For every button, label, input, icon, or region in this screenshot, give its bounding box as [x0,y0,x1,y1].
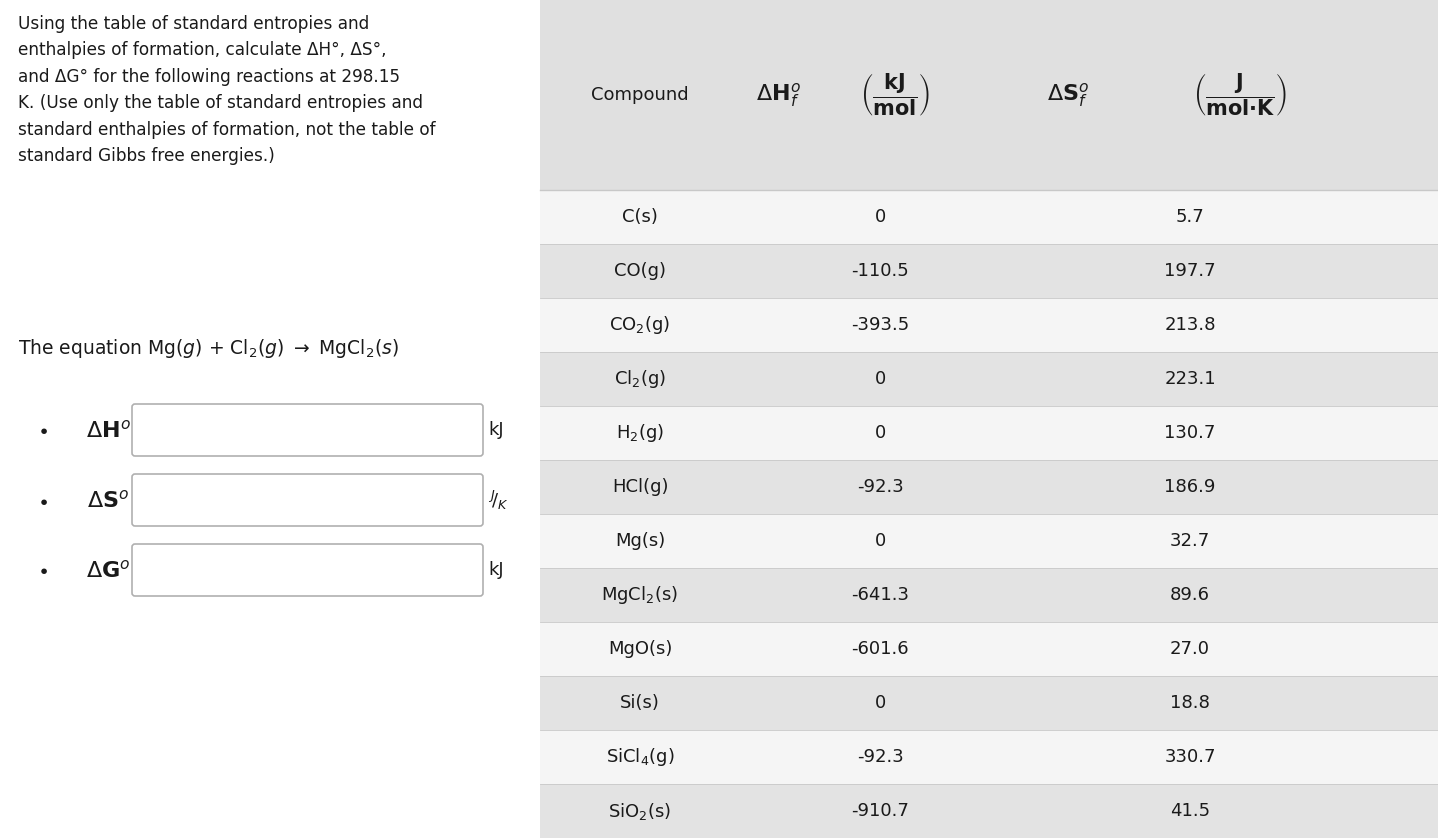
Text: $\bullet$: $\bullet$ [36,561,47,580]
Text: 330.7: 330.7 [1165,748,1215,766]
Bar [541,622,1438,676]
Bar [541,0,1438,190]
Text: 32.7: 32.7 [1171,532,1211,550]
Text: MgCl$_2$(s): MgCl$_2$(s) [601,584,679,606]
Text: 130.7: 130.7 [1165,424,1215,442]
Text: -641.3: -641.3 [851,586,909,604]
Text: $\Delta\mathbf{S}^o_f$: $\Delta\mathbf{S}^o_f$ [1047,81,1089,109]
FancyBboxPatch shape [132,544,483,596]
Text: 186.9: 186.9 [1165,478,1215,496]
Text: 0: 0 [874,694,886,712]
Text: $\bullet$: $\bullet$ [36,421,47,439]
Text: Mg(s): Mg(s) [615,532,666,550]
Text: 41.5: 41.5 [1171,802,1209,820]
Text: 0: 0 [874,532,886,550]
Text: $\left(\dfrac{\mathbf{J}}{\mathbf{mol{\cdot}K}}\right)$: $\left(\dfrac{\mathbf{J}}{\mathbf{mol{\c… [1194,71,1287,118]
Text: 213.8: 213.8 [1165,316,1215,334]
Text: 5.7: 5.7 [1176,208,1205,226]
Text: SiO$_2$(s): SiO$_2$(s) [608,800,672,821]
Text: $\Delta$S$^o$: $\Delta$S$^o$ [86,489,129,511]
Text: HCl(g): HCl(g) [611,478,669,496]
Text: -110.5: -110.5 [851,262,909,280]
Text: 0: 0 [874,208,886,226]
Text: -393.5: -393.5 [851,316,909,334]
Text: -910.7: -910.7 [851,802,909,820]
Bar [541,190,1438,244]
Text: 0: 0 [874,424,886,442]
Text: CO(g): CO(g) [614,262,666,280]
Bar [541,784,1438,838]
Text: kJ: kJ [487,421,503,439]
Text: Compound: Compound [591,86,689,104]
Text: C(s): C(s) [623,208,659,226]
Text: H$_2$(g): H$_2$(g) [615,422,664,444]
Text: -92.3: -92.3 [857,748,903,766]
Bar [541,298,1438,352]
Bar [541,460,1438,514]
Text: CO$_2$(g): CO$_2$(g) [610,314,670,336]
Text: kJ: kJ [487,561,503,579]
Text: -601.6: -601.6 [851,640,909,658]
Text: $\Delta$G$^o$: $\Delta$G$^o$ [86,559,131,581]
Text: Using the table of standard entropies and
enthalpies of formation, calculate ΔH°: Using the table of standard entropies an… [19,15,436,165]
Bar [541,676,1438,730]
Text: 89.6: 89.6 [1171,586,1209,604]
Text: The equation Mg($\mathit{g}$) + Cl$_2$($\mathit{g}$) $\rightarrow$ MgCl$_2$($\ma: The equation Mg($\mathit{g}$) + Cl$_2$($… [19,337,398,360]
Bar [541,352,1438,406]
Text: 18.8: 18.8 [1171,694,1209,712]
Bar [541,0,1438,838]
Text: $^J\!/_K$: $^J\!/_K$ [487,489,509,511]
Text: 197.7: 197.7 [1165,262,1215,280]
Bar [541,568,1438,622]
Text: $\left(\dfrac{\mathbf{kJ}}{\mathbf{mol}}\right)$: $\left(\dfrac{\mathbf{kJ}}{\mathbf{mol}}… [860,71,930,118]
Bar [541,406,1438,460]
FancyBboxPatch shape [132,474,483,526]
Text: -92.3: -92.3 [857,478,903,496]
Bar [541,730,1438,784]
Text: $\bullet$: $\bullet$ [36,490,47,510]
Text: $\Delta$H$^o$: $\Delta$H$^o$ [86,419,131,441]
FancyBboxPatch shape [132,404,483,456]
Text: Si(s): Si(s) [620,694,660,712]
Text: SiCl$_4$(g): SiCl$_4$(g) [605,746,674,768]
Text: 27.0: 27.0 [1171,640,1209,658]
Text: Cl$_2$(g): Cl$_2$(g) [614,368,666,390]
Bar [541,244,1438,298]
Text: MgO(s): MgO(s) [608,640,672,658]
Bar [541,514,1438,568]
Text: $\Delta\mathbf{H}^o_f$: $\Delta\mathbf{H}^o_f$ [755,81,801,109]
Text: 0: 0 [874,370,886,388]
Text: 223.1: 223.1 [1165,370,1215,388]
